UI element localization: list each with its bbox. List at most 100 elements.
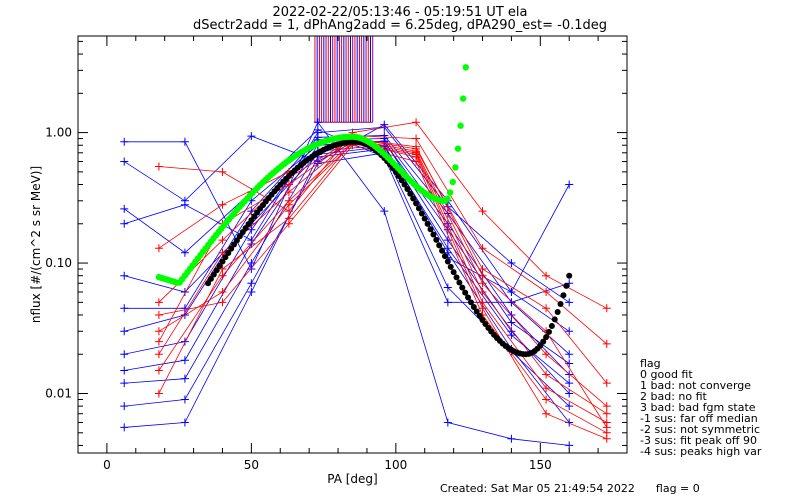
data-point xyxy=(284,180,293,189)
data-point xyxy=(565,389,574,398)
fit-point-black xyxy=(476,312,483,319)
data-point xyxy=(120,379,129,388)
data-point xyxy=(120,304,129,313)
data-point xyxy=(247,287,256,296)
data-point xyxy=(542,350,551,359)
data-point xyxy=(218,167,227,176)
fit-point-black xyxy=(436,242,443,249)
fit-point-black xyxy=(566,272,573,279)
fit-point-black xyxy=(447,263,454,270)
footer: Created: Sat Mar 05 21:49:54 2022 flag =… xyxy=(440,482,700,495)
fit-point-black xyxy=(473,308,480,315)
legend-item: 1 bad: not converge xyxy=(640,379,752,392)
fit-point-black xyxy=(439,247,446,254)
fit-point-green xyxy=(457,122,464,129)
data-point xyxy=(154,350,163,359)
fit-point-black xyxy=(205,280,212,287)
fit-point-black xyxy=(543,334,550,341)
data-point xyxy=(602,379,611,388)
data-point xyxy=(247,279,256,288)
fit-point-black xyxy=(545,328,552,335)
flag-value: flag = 0 xyxy=(655,482,700,495)
fit-point-black xyxy=(413,200,420,207)
series-line xyxy=(124,121,570,446)
fit-point-black xyxy=(207,275,214,282)
x-tick-label: 0 xyxy=(103,458,111,472)
fit-point-black xyxy=(427,226,434,233)
series-line xyxy=(158,141,608,415)
fit-point-black xyxy=(398,177,405,184)
data-point xyxy=(478,207,487,216)
fit-point-black xyxy=(213,267,220,274)
series-line xyxy=(123,129,570,303)
fit-point-green xyxy=(446,189,454,196)
data-point xyxy=(180,356,189,365)
fit-point-black xyxy=(462,289,469,296)
fit-point-black xyxy=(560,292,567,299)
data-point xyxy=(120,157,129,166)
x-axis-label: PA [deg] xyxy=(327,472,377,486)
fit-point-black xyxy=(430,231,437,238)
data-point xyxy=(542,271,551,280)
data-point xyxy=(412,152,421,161)
data-point xyxy=(565,350,574,359)
data-point xyxy=(542,395,551,404)
legend-item: 2 bad: no fit xyxy=(640,390,707,403)
data-point xyxy=(180,248,189,257)
plot-frame xyxy=(77,35,628,454)
series-line xyxy=(158,135,608,345)
data-point xyxy=(565,379,574,388)
legend-item: -2 sus: not symmetric xyxy=(640,423,760,436)
data-point xyxy=(542,409,551,418)
data-point xyxy=(120,423,129,432)
data-point xyxy=(443,236,452,245)
y-tick-label: 1.00 xyxy=(45,126,72,140)
data-point xyxy=(542,384,551,393)
fit-point-black xyxy=(450,269,457,276)
data-point xyxy=(154,244,163,253)
fit-point-black xyxy=(216,262,223,269)
data-point xyxy=(120,219,129,228)
data-point xyxy=(247,207,256,216)
fit-point-black xyxy=(418,210,425,217)
data-point xyxy=(478,265,487,274)
series-line xyxy=(124,138,570,375)
data-point xyxy=(565,402,574,411)
data-point xyxy=(507,318,516,327)
fit-point-black xyxy=(459,284,466,291)
fit-point-green xyxy=(444,195,451,202)
data-point xyxy=(507,298,516,307)
y-axis-label: nflux [#/(cm^2 s sr MeV)] xyxy=(29,166,43,323)
data-point xyxy=(313,118,322,127)
legend-item: -1 sus: far off median xyxy=(640,412,758,425)
data-point xyxy=(284,200,293,209)
data-point xyxy=(180,395,189,404)
fit-point-black xyxy=(467,299,474,306)
data-point xyxy=(180,196,189,205)
fit-point-green xyxy=(462,64,469,71)
legend-title: flag xyxy=(640,357,661,370)
data-point xyxy=(218,236,227,245)
data-point xyxy=(154,310,163,319)
fit-point-black xyxy=(563,282,570,289)
data-point xyxy=(602,304,611,313)
data-point xyxy=(284,188,293,197)
created-timestamp: Created: Sat Mar 05 21:49:54 2022 xyxy=(440,482,635,495)
data-point xyxy=(542,287,551,296)
fit-point-black xyxy=(424,220,431,227)
data-point xyxy=(565,298,574,307)
series-line xyxy=(124,135,570,355)
data-point xyxy=(443,298,452,307)
fit-point-black xyxy=(540,338,547,345)
series-line xyxy=(124,146,570,384)
fit-point-black xyxy=(410,195,417,202)
y-tick-label: 0.01 xyxy=(45,387,72,401)
data-point xyxy=(478,244,487,253)
fit-point-black xyxy=(465,294,472,301)
chart-title: 2022-02-22/05:13:46 - 05:19:51 UT ela xyxy=(272,5,528,20)
data-point xyxy=(602,339,611,348)
data-point xyxy=(542,370,551,379)
data-point xyxy=(313,125,322,134)
data-point xyxy=(602,423,611,432)
data-point xyxy=(565,327,574,336)
